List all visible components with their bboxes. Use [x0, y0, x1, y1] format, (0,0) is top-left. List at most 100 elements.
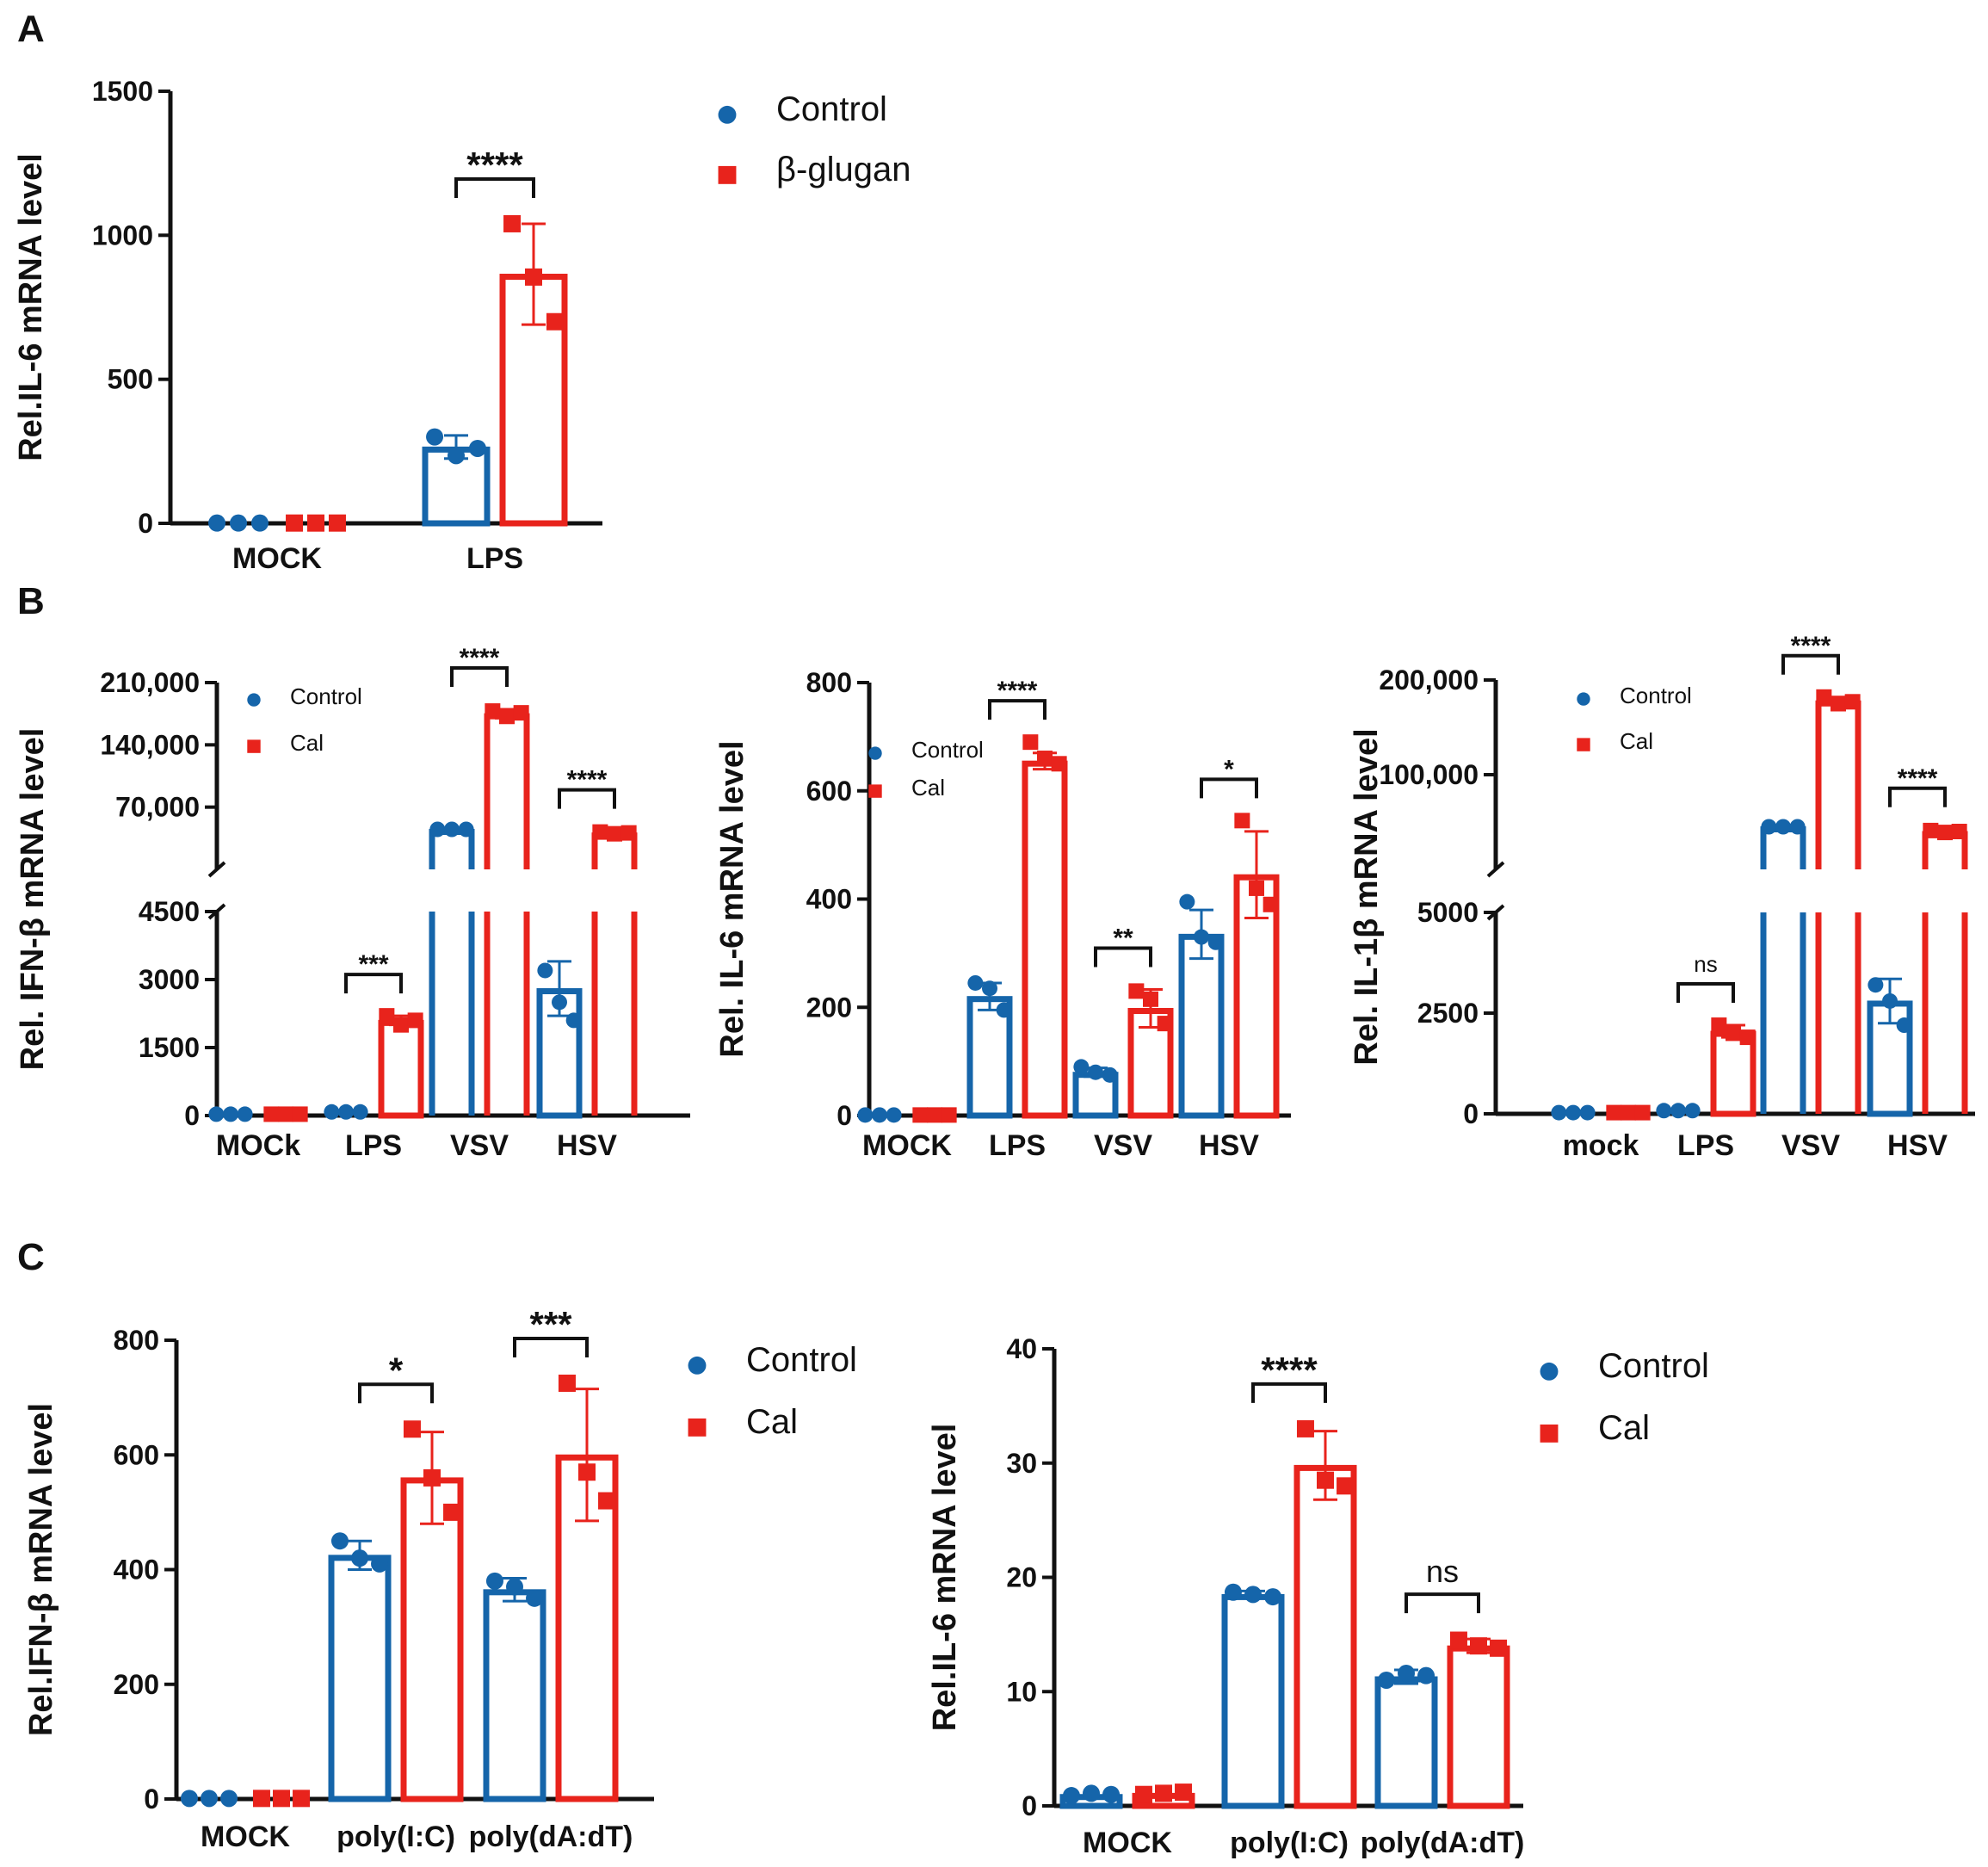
bar-cal-lower: [484, 912, 530, 1116]
data-point-treatment: [513, 705, 529, 721]
bar-control-lower: [429, 912, 475, 1116]
y-tick-label: 600: [806, 776, 852, 807]
data-point-treatment: [503, 214, 522, 232]
x-category-label: MOCK: [1083, 1827, 1172, 1859]
data-point-treatment: [1816, 689, 1832, 705]
chart-C1: C 0 200 400 600 800 Rel.IFN-β mRNA level MOCK po…: [17, 1236, 857, 1853]
legend-marker-control: [868, 746, 882, 760]
y-tick-label: 5000: [1417, 897, 1479, 928]
legend: Control Cal: [1540, 1347, 1709, 1447]
data-point-treatment: [1296, 1419, 1314, 1437]
y-axis-label: Rel.IFN-β mRNA level: [23, 1403, 59, 1736]
data-point-control: [223, 1106, 238, 1122]
data-point-control: [1194, 929, 1209, 945]
x-category-label: poly(dA:dT): [469, 1821, 633, 1853]
data-point-treatment: [1831, 695, 1846, 712]
data-point-control: [324, 1104, 340, 1120]
legend-label: Cal: [1620, 728, 1653, 754]
data-point-control: [1207, 934, 1224, 950]
significance-bracket: [988, 699, 1046, 720]
data-point-control: [468, 439, 486, 457]
y-tick-label: 500: [108, 364, 153, 395]
data-point-treatment: [1249, 880, 1264, 896]
x-category-label: VSV: [1094, 1129, 1152, 1162]
chart-C2: 0 10 20 30 40 Rel.IL-6 mRNA level MOCK poly(I:C…: [927, 1333, 1709, 1859]
data-point-treatment: [1234, 813, 1250, 829]
data-point-treatment: [546, 312, 564, 331]
data-point-treatment: [558, 1374, 576, 1392]
legend-marker-treatment: [247, 739, 261, 753]
x-category-label: mock: [1563, 1129, 1639, 1162]
legend: Control Cal: [247, 683, 362, 756]
data-point-treatment: [1606, 1104, 1622, 1121]
data-point-control: [1088, 1064, 1103, 1080]
y-tick-label: 1000: [92, 219, 153, 250]
bars: [208, 703, 638, 1122]
significance-bracket: [450, 666, 509, 687]
legend-marker-treatment: [1540, 1424, 1559, 1443]
data-point-control: [982, 980, 997, 997]
data-point-control: [1102, 1066, 1118, 1083]
data-point-treatment: [1051, 756, 1067, 772]
data-point-control: [237, 1106, 253, 1122]
data-point-control: [1868, 977, 1884, 993]
significance-label: *: [389, 1350, 404, 1390]
data-point-treatment: [1155, 1784, 1172, 1802]
legend-marker-treatment: [868, 784, 882, 798]
data-point-control: [485, 1572, 503, 1590]
data-point-control: [426, 428, 444, 446]
bar-cal: [1447, 1645, 1510, 1809]
legend-label: Cal: [290, 730, 324, 756]
data-point-control: [1224, 1583, 1242, 1601]
y-tick-label: 30: [1006, 1448, 1037, 1479]
significance-bracket: [1200, 777, 1258, 799]
legend-marker-control: [1540, 1362, 1559, 1381]
y-tick-label: 200: [806, 992, 852, 1023]
y-tick-label: 0: [138, 508, 153, 539]
bar-control: [483, 1589, 546, 1802]
bar-cal-lower: [591, 912, 638, 1116]
data-point-control: [1656, 1103, 1672, 1119]
legend-label: Control: [290, 683, 362, 709]
bar-control: [1221, 1593, 1285, 1809]
data-point-control: [1244, 1586, 1262, 1604]
significance-bracket: [558, 788, 616, 809]
y-axis-label: Rel. IFN-β mRNA level: [15, 728, 51, 1071]
axes: 0 1500 3000 4500 70,000 140,000 210,000: [100, 667, 690, 1131]
bar-cal: [400, 1477, 464, 1802]
y-tick-label: 3000: [139, 964, 200, 995]
significance-label: **: [1113, 924, 1133, 953]
y-tick-label: 70,000: [115, 792, 200, 823]
data-point-treatment: [499, 708, 515, 725]
x-category-label: MOCk: [216, 1129, 300, 1162]
significance-label: ****: [567, 766, 608, 794]
x-category-label: VSV: [1781, 1129, 1840, 1162]
y-tick-label: 1500: [139, 1032, 200, 1063]
data-point-control: [1073, 1059, 1090, 1075]
data-point-control: [1417, 1666, 1435, 1685]
data-point-treatment: [912, 1107, 929, 1123]
x-category-label: MOCK: [201, 1821, 290, 1853]
significance-label: ****: [1261, 1350, 1318, 1390]
significance-bracket: [358, 1382, 434, 1404]
data-point-treatment: [1923, 822, 1939, 838]
data-point-control: [1062, 1787, 1080, 1805]
panel-label: C: [17, 1236, 45, 1278]
data-point-treatment: [1634, 1104, 1651, 1121]
y-tick-label: 210,000: [100, 667, 200, 698]
x-category-label: poly(I:C): [1230, 1827, 1349, 1859]
bar-control: [1374, 1676, 1438, 1809]
data-point-control: [1083, 1784, 1100, 1802]
data-point-control: [220, 1790, 238, 1808]
legend-marker-control: [247, 693, 261, 707]
data-point-treatment: [592, 824, 608, 840]
data-point-treatment: [1175, 1784, 1193, 1802]
significance-bracket: [1251, 1382, 1327, 1403]
data-point-treatment: [293, 1790, 311, 1808]
data-point-control: [1264, 1588, 1282, 1606]
x-category-label: HSV: [1887, 1129, 1948, 1162]
x-category-label: HSV: [557, 1129, 617, 1162]
significance-label: ****: [1791, 632, 1831, 660]
data-point-treatment: [927, 1107, 942, 1123]
